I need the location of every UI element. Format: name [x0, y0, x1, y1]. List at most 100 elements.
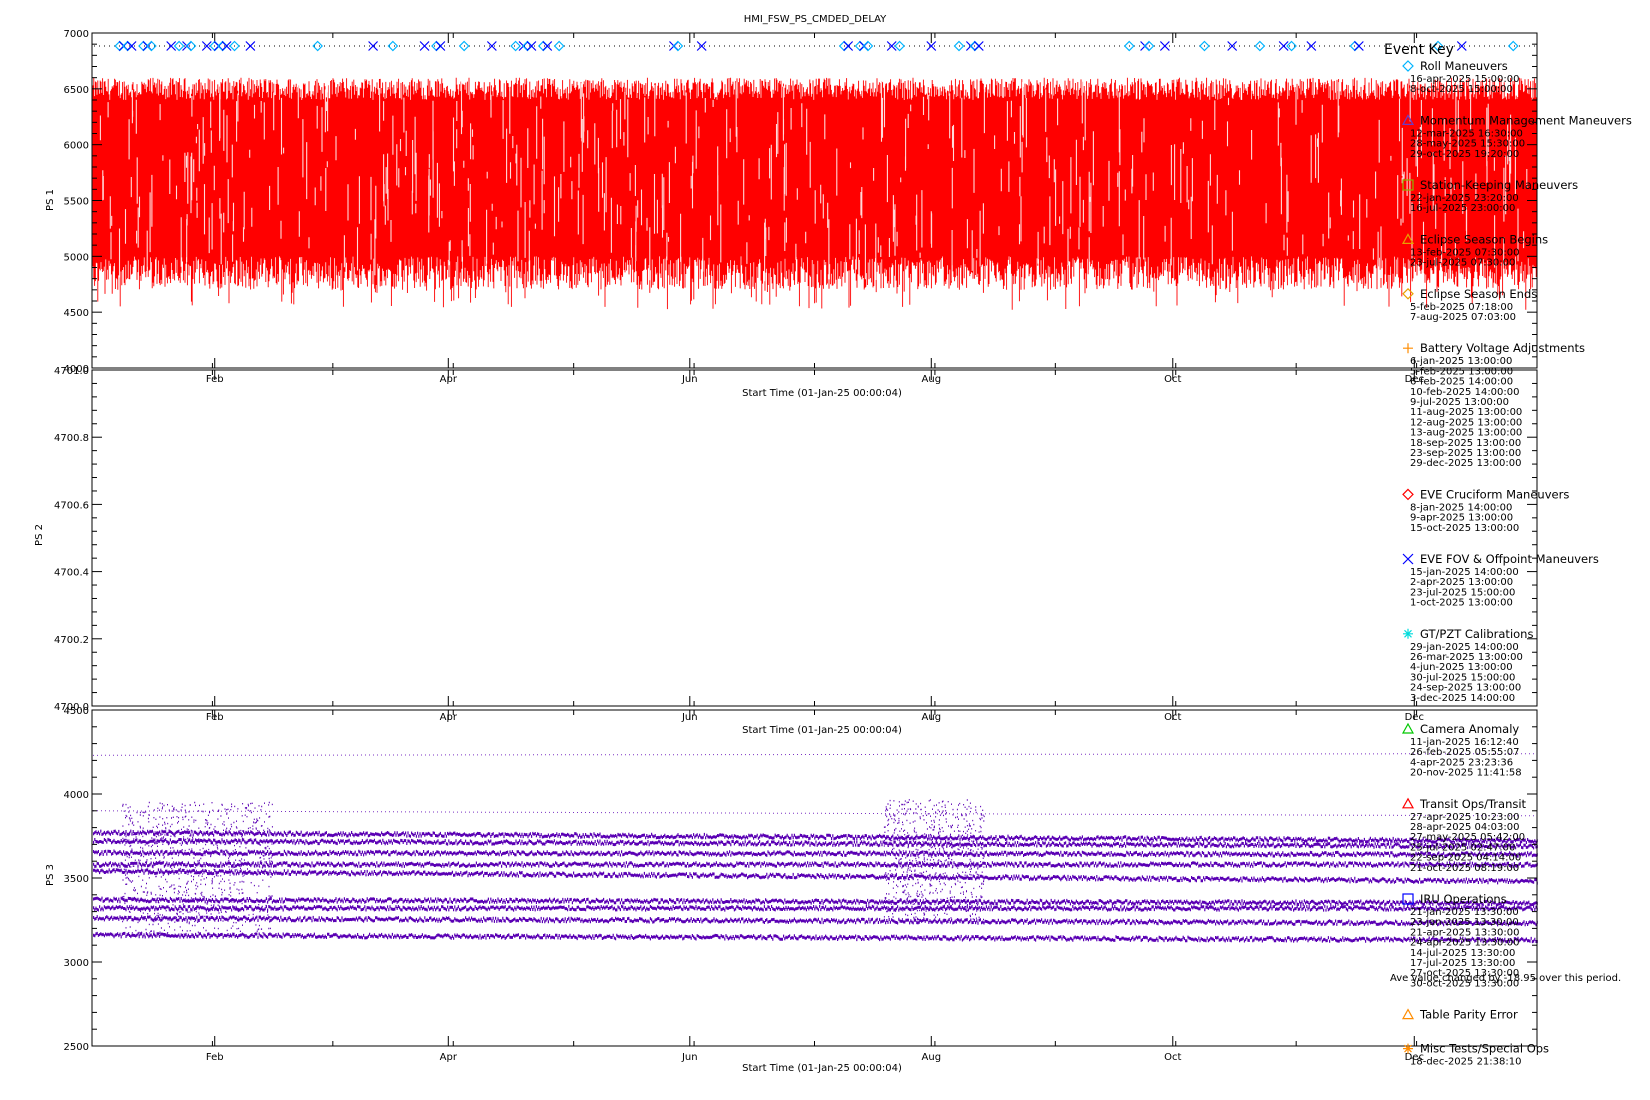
event-marker: [672, 40, 684, 52]
event-marker: [843, 41, 854, 51]
legend-symbol-12: [1401, 1008, 1415, 1020]
ps1-data-gaps: [99, 74, 1528, 282]
legend-date: 25-jul-2025 02:47:00: [1410, 842, 1515, 853]
event-marker: [435, 41, 446, 51]
legend-date: 3-dec-2025 14:00:00: [1410, 693, 1515, 704]
ps3-level-1: [93, 915, 1538, 927]
event-marker: [510, 40, 521, 52]
y-tick-label: 4700.4: [54, 568, 89, 579]
ps3-level-2: [93, 904, 1538, 912]
event-marker: [173, 40, 185, 52]
legend-date: 21-jan-2025 13:30:00: [1410, 907, 1519, 918]
event-marker: [312, 40, 324, 52]
legend-date: 27-oct-2025 13:30:00: [1410, 968, 1519, 979]
legend-date: 13-aug-2025 13:00:00: [1410, 428, 1522, 439]
legend-date: 28-apr-2025 04:03:00: [1410, 822, 1519, 833]
y-tick-label: 6500: [64, 85, 89, 96]
legend-date: 26-feb-2025 05:55:07: [1410, 747, 1520, 758]
event-marker: [1227, 41, 1238, 51]
legend-date: 18-dec-2025 21:38:10: [1410, 1057, 1521, 1068]
legend-date: 16-apr-2025 15:00:00: [1410, 74, 1519, 85]
event-marker: [245, 41, 256, 51]
y-tick-label: 4500: [64, 706, 89, 717]
average-change-note: Ave value changed by -18.95 over this pe…: [1390, 973, 1622, 984]
ps3-panel: 2500 3000 3500 4000 4500 Feb Apr Jun Aug Oct Dec: [64, 706, 1538, 1063]
ps3-level-3: [93, 896, 1538, 907]
legend-date: 27-may-2025 05:42:00: [1410, 832, 1525, 843]
event-marker: [1254, 40, 1266, 52]
legend-label-8: GT/PZT Calibrations: [1420, 627, 1533, 641]
legend-date: 27-apr-2025 10:23:00: [1410, 812, 1519, 823]
legend-symbol-6: [1402, 488, 1414, 501]
legend-symbol-1: [1401, 114, 1415, 126]
event-marker: [229, 40, 240, 52]
event-marker: [486, 41, 497, 51]
legend-date: 29-jan-2025 14:00:00: [1410, 642, 1519, 653]
y-tick-label: 4700.0: [54, 702, 89, 713]
legend-date: 7-aug-2025 07:03:00: [1410, 312, 1516, 323]
legend-symbol-13: [1403, 1043, 1413, 1054]
y-tick-label: 7000: [64, 29, 89, 40]
legend-date: 11-aug-2025 13:00:00: [1410, 407, 1522, 418]
x-tick-label: Oct: [1164, 1052, 1181, 1063]
legend-date: 9-jul-2025 13:00:00: [1410, 397, 1509, 408]
legend-date: 29-dec-2025 13:00:00: [1410, 458, 1521, 469]
legend-date: 23-jul-2025 15:00:00: [1410, 587, 1515, 598]
legend-date: 6-jan-2025 13:00:00: [1410, 356, 1512, 367]
legend-date: 13-feb-2025 07:30:00: [1410, 247, 1520, 258]
legend-date: 2-apr-2025 13:00:00: [1410, 577, 1513, 588]
legend-date: 8-oct-2025 15:00:00: [1410, 84, 1513, 95]
legend-date: 12-mar-2025 16:30:00: [1410, 128, 1523, 139]
legend-symbol-5: [1403, 343, 1413, 354]
legend-label-3: Eclipse Season Begins: [1420, 232, 1548, 246]
x-axis-label-1: Start Time (01-Jan-25 00:00:04): [742, 388, 902, 399]
legend-date: 6-feb-2025 14:00:00: [1410, 377, 1513, 388]
y-tick-label: 4500: [64, 308, 89, 319]
legend-label-0: Roll Maneuvers: [1420, 59, 1508, 73]
event-marker: [221, 41, 232, 51]
legend-date: 28-may-2025 15:30:00: [1410, 139, 1525, 150]
ps3-level-5: [93, 861, 1538, 868]
legend-symbol-11: [1402, 893, 1414, 905]
event-marker: [201, 41, 212, 51]
y-axis-label-ps1: PS 1: [45, 189, 56, 211]
event-marker: [185, 40, 197, 52]
event-marker: [862, 40, 874, 52]
y-tick-label: 4700.8: [54, 433, 89, 444]
event-marker: [926, 41, 937, 51]
legend-date: 22-jan-2025 23:20:00: [1410, 193, 1519, 204]
legend-label-6: EVE Cruciform Maneuvers: [1420, 487, 1569, 501]
event-marker: [696, 41, 707, 51]
y-axis-label-ps3: PS 3: [45, 864, 56, 886]
plot-frame: [91, 369, 1538, 707]
legend-date: 23-jul-2025 07:30:00: [1410, 258, 1515, 269]
legend-label-1: Momentum Management Maneuvers: [1420, 113, 1632, 127]
ps3-level-0: [93, 931, 1538, 944]
legend-date: 22-sep-2025 04:14:00: [1410, 853, 1521, 864]
y-tick-label: 4700.6: [54, 500, 89, 511]
y-tick-label: 4000: [64, 364, 89, 375]
legend-symbol-10: [1401, 797, 1415, 809]
legend-date: 5-feb-2025 13:00:00: [1410, 366, 1513, 377]
event-marker: [526, 41, 537, 51]
y-tick-label: 5500: [64, 197, 89, 208]
legend-date: 26-mar-2025 13:00:00: [1410, 652, 1523, 663]
legend-date: 8-jan-2025 14:00:00: [1410, 502, 1512, 513]
ps3-level-9: [93, 810, 1534, 817]
event-marker: [458, 40, 470, 52]
legend-date: 24-sep-2025 13:00:00: [1410, 683, 1521, 694]
event-marker: [1507, 40, 1519, 52]
x-tick-label: Apr: [440, 1052, 458, 1063]
event-marker: [973, 41, 984, 51]
legend-symbol-8: [1403, 628, 1413, 639]
legend-date: 11-jan-2025 16:12:40: [1410, 737, 1519, 748]
event-marker: [542, 41, 553, 51]
y-tick-label: 4701.0: [54, 366, 89, 377]
event-marker: [1143, 40, 1155, 52]
legend-label-9: Camera Anomaly: [1420, 722, 1519, 736]
event-marker: [1432, 40, 1444, 52]
legend-date: 24-apr-2025 13:30:00: [1410, 938, 1519, 949]
event-marker: [1306, 41, 1317, 51]
